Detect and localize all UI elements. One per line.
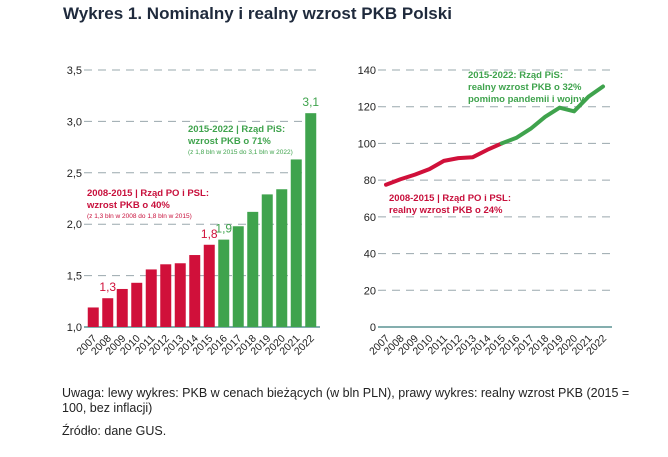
right-ytick-label: 0 xyxy=(370,322,376,334)
right-annotation-po-psl: 2008-2015 | Rząd PO i PSL: realny wzrost… xyxy=(389,193,511,217)
left-ytick-label: 2,0 xyxy=(67,219,82,231)
right-annotation-pis: 2015-2022: Rząd PiS: realny wzrost PKB o… xyxy=(468,70,584,106)
bar-data-label: 1,9 xyxy=(215,222,232,236)
annotation-line: realny wzrost PKB o 24% xyxy=(389,205,503,216)
bar-data-label: 3,1 xyxy=(302,95,319,109)
right-ytick-label: 120 xyxy=(358,102,376,114)
bar-2012 xyxy=(160,264,172,327)
annotation-line: realny wzrost PKB o 32% xyxy=(468,82,582,93)
bar-2009 xyxy=(116,288,128,327)
annotation-detail: (z 1,3 bln w 2008 do 1,8 bln w 2015) xyxy=(87,213,192,220)
right-ytick-label: 100 xyxy=(358,138,376,150)
bar-2007 xyxy=(87,307,99,327)
right-ytick-label: 20 xyxy=(364,285,376,297)
bar-2018 xyxy=(247,211,259,327)
left-ytick-label: 3,0 xyxy=(67,116,82,128)
annotation-line: 2008-2015 | Rząd PO i PSL: xyxy=(389,193,511,204)
bar-data-label: 1,8 xyxy=(201,227,218,241)
left-annotation-pis: 2015-2022 | Rząd PiS: wzrost PKB o 71% (… xyxy=(188,124,293,157)
line-series-pis xyxy=(499,84,605,146)
right-ytick-label: 80 xyxy=(364,175,376,187)
bar-2013 xyxy=(174,263,186,327)
annotation-line: pomimo pandemii i wojny xyxy=(468,94,585,105)
bar-2017 xyxy=(232,226,244,327)
bar-2010 xyxy=(131,282,143,327)
bar-2011 xyxy=(145,269,157,327)
line-series-po-psl xyxy=(384,141,504,187)
annotation-line: 2015-2022 | Rząd PiS: xyxy=(188,124,286,135)
bar-2022 xyxy=(305,113,317,328)
bar-2008 xyxy=(102,298,114,327)
footnote: Uwaga: lewy wykres: PKB w cenach bieżący… xyxy=(62,386,630,415)
annotation-detail: (z 1,8 bln w 2015 do 3,1 bln w 2022) xyxy=(188,149,293,156)
left-ytick-label: 1,0 xyxy=(67,322,82,334)
left-ytick-label: 2,5 xyxy=(67,168,82,180)
bar-2015 xyxy=(203,244,215,327)
bar-2020 xyxy=(276,189,288,327)
right-ytick-label: 60 xyxy=(364,212,376,224)
annotation-line: 2015-2022: Rząd PiS: xyxy=(468,70,564,81)
annotation-line: wzrost PKB o 71% xyxy=(188,136,271,147)
annotation-line: wzrost PKB o 40% xyxy=(87,200,170,211)
right-ytick-label: 40 xyxy=(364,249,376,261)
bar-2014 xyxy=(189,255,201,327)
left-annotation-po-psl: 2008-2015 | Rząd PO i PSL: wzrost PKB o … xyxy=(87,188,209,221)
left-ytick-label: 3,5 xyxy=(67,65,82,77)
bar-2016 xyxy=(218,239,230,327)
page-title: Wykres 1. Nominalny i realny wzrost PKB … xyxy=(63,4,452,23)
left-ytick-label: 1,5 xyxy=(67,271,82,283)
bar-2019 xyxy=(261,194,273,327)
annotation-line: 2008-2015 | Rząd PO i PSL: xyxy=(87,188,209,199)
bar-data-label: 1,3 xyxy=(99,280,116,294)
right-ytick-label: 140 xyxy=(358,65,376,77)
source: Źródło: dane GUS. xyxy=(62,424,167,438)
bar-2021 xyxy=(290,159,302,327)
